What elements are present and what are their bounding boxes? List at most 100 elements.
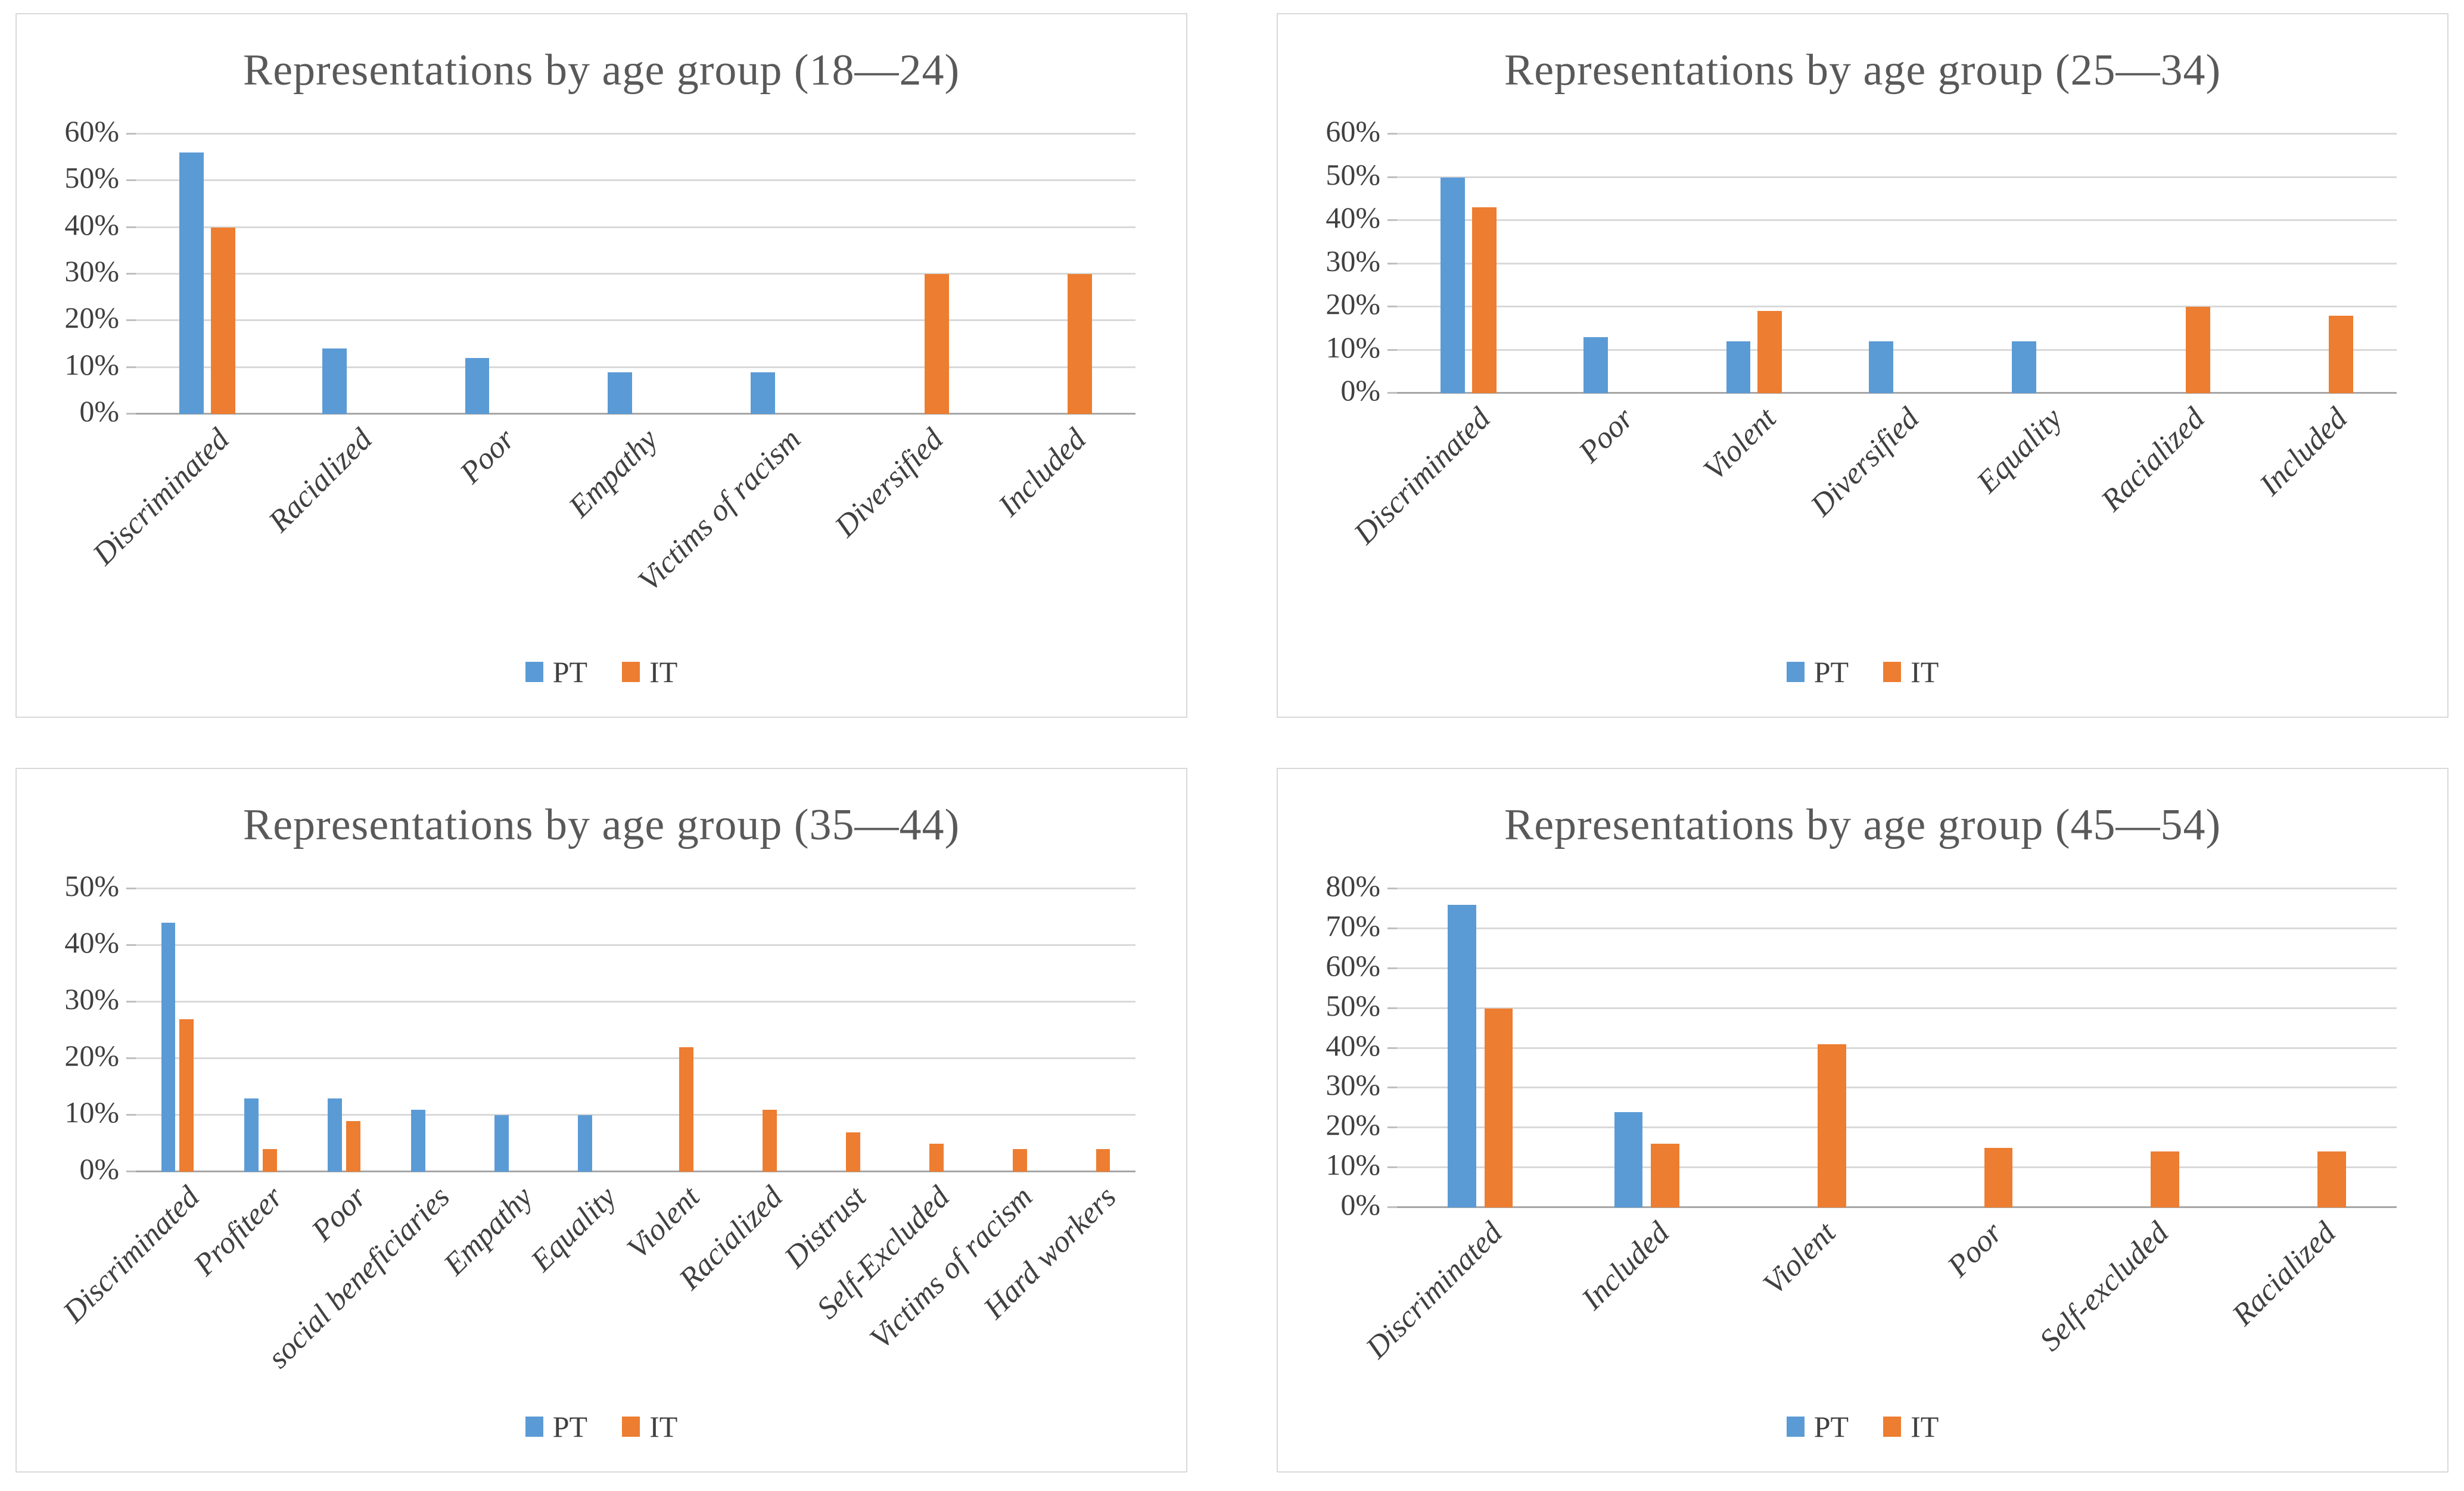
y-axis-label: 70% xyxy=(1326,908,1380,942)
bar-it-profiteer xyxy=(263,1149,277,1172)
axis-tick xyxy=(126,133,136,135)
axis-tick xyxy=(126,888,136,890)
gridline xyxy=(1397,1126,2397,1129)
y-axis-label: 50% xyxy=(64,161,119,195)
x-axis-label: Discriminated xyxy=(1348,401,1498,551)
bar-it-included xyxy=(1068,274,1092,415)
axis-tick xyxy=(1387,1047,1397,1049)
bar-it-racialized xyxy=(2317,1151,2346,1208)
x-axis-label: Discriminated xyxy=(86,422,237,572)
plot-area: 0% 10% 20% 30% 40% 50% 60% xyxy=(1326,116,2397,405)
x-axis-label: Included xyxy=(2253,401,2354,502)
axis-tick xyxy=(1387,392,1397,394)
gridline xyxy=(136,1171,1135,1173)
y-axis-label: 50% xyxy=(1326,988,1380,1022)
axis-tick xyxy=(1387,306,1397,308)
bar-it-poor xyxy=(346,1120,360,1172)
legend-entry-it: IT xyxy=(1883,1412,1939,1442)
x-axis-label: Poor xyxy=(304,1179,373,1248)
bar-pt-discriminated xyxy=(1441,177,1465,394)
x-axis-label: Included xyxy=(992,422,1093,523)
chart-panel-45-54: Representations by age group (45—54) 0% 1… xyxy=(1277,768,2449,1473)
y-axis-label: 30% xyxy=(64,982,119,1016)
y-axis-label: 10% xyxy=(64,347,119,381)
bar-pt-discriminated xyxy=(1448,904,1476,1208)
bar-pt-diversified xyxy=(1869,341,1893,394)
x-axis-label: Equality xyxy=(1970,401,2068,500)
legend-marker-pt xyxy=(525,1417,543,1437)
axis-tick xyxy=(1387,1126,1397,1129)
y-axis-label: 40% xyxy=(64,926,119,960)
bar-pt-empathy xyxy=(494,1115,509,1172)
gridline xyxy=(1397,176,2397,178)
bar-it-poor xyxy=(1984,1147,2013,1208)
y-axis-label: 30% xyxy=(64,254,119,288)
y-axis-label: 0% xyxy=(1340,373,1380,407)
axis-tick xyxy=(126,226,136,228)
bar-it-victims-of-racism xyxy=(1012,1149,1027,1172)
legend-label-it: IT xyxy=(649,1410,678,1443)
gridline xyxy=(136,133,1135,135)
bar-pt-poor xyxy=(465,358,490,415)
legend-label-it: IT xyxy=(649,655,678,689)
legend-entry-it: IT xyxy=(622,1412,677,1442)
chart-title: Representations by age group (35—44) xyxy=(242,801,960,849)
legend-label-pt: PT xyxy=(1813,1410,1849,1443)
legend-marker-pt xyxy=(525,662,543,682)
axis-tick xyxy=(1387,133,1397,135)
x-axis-label: Included xyxy=(1575,1215,1676,1316)
bar-it-included xyxy=(2329,315,2353,394)
x-axis-label: Poor xyxy=(1572,401,1640,469)
legend-marker-it xyxy=(1883,662,1902,682)
x-axis-label: Discriminated xyxy=(1359,1215,1510,1365)
x-axis-label: Empathy xyxy=(562,422,665,524)
axis-tick xyxy=(1387,219,1397,222)
y-axis-label: 20% xyxy=(64,301,119,335)
legend-marker-it xyxy=(622,662,640,682)
bar-pt-social-beneficiaries xyxy=(411,1109,425,1172)
axis-tick xyxy=(1387,1087,1397,1089)
x-axis-label: Self-excluded xyxy=(2033,1215,2176,1358)
bar-pt-profiteer xyxy=(244,1098,259,1172)
legend-entry-pt: PT xyxy=(1786,1410,1849,1443)
y-axis-label: 40% xyxy=(1326,201,1380,235)
axis-tick xyxy=(1387,176,1397,178)
y-axis-label: 0% xyxy=(1340,1188,1380,1222)
y-axis-label: 0% xyxy=(79,1152,119,1186)
bar-it-violent xyxy=(1757,311,1782,394)
chart-panel-35-44: Representations by age group (35—44) 0% 1… xyxy=(15,768,1187,1473)
legend-entry-pt: PT xyxy=(1786,657,1849,687)
x-axis-label: Empathy xyxy=(437,1179,540,1282)
gridline xyxy=(136,179,1135,182)
axis-tick xyxy=(1387,888,1397,890)
bar-pt-poor xyxy=(1583,337,1608,394)
bar-pt-empathy xyxy=(608,372,632,415)
x-axis-labels: Discriminated Included Violent Poor Self-exc… xyxy=(1359,1207,2397,1406)
axis-tick xyxy=(1387,1206,1397,1209)
x-axis-label: Discriminated xyxy=(57,1179,207,1330)
axis-tick xyxy=(1387,927,1397,929)
gridline xyxy=(136,319,1135,322)
legend-entry-it: IT xyxy=(622,657,677,687)
y-axis-label: 60% xyxy=(64,114,119,148)
x-axis-label: Violent xyxy=(1697,401,1783,487)
y-axis-label: 80% xyxy=(1326,869,1380,903)
axis-tick xyxy=(126,366,136,368)
bar-it-included xyxy=(1651,1144,1680,1208)
x-axis-label: Violent xyxy=(1756,1215,1843,1302)
bar-it-diversified xyxy=(925,274,950,415)
bar-it-violent xyxy=(679,1047,694,1172)
bar-it-distrust xyxy=(846,1132,860,1172)
x-axis-labels: Discriminated Racialized Poor Empathy Victim… xyxy=(86,414,1135,651)
chart-title: Representations by age group (45—54) xyxy=(1504,801,2222,849)
y-axis-label: 50% xyxy=(1326,157,1380,191)
axis-tick xyxy=(126,1057,136,1060)
y-axis-label: 20% xyxy=(1326,287,1380,321)
legend-entry-it: IT xyxy=(1883,657,1939,687)
plot-area: 0% 10% 20% 30% 40% 50% xyxy=(64,871,1135,1184)
x-axis-label: Poor xyxy=(453,422,522,490)
legend-marker-pt xyxy=(1786,1417,1805,1437)
bar-pt-equality xyxy=(577,1115,592,1172)
x-axis-labels: Discriminated Profiteer Poor social benefic… xyxy=(57,1172,1135,1406)
